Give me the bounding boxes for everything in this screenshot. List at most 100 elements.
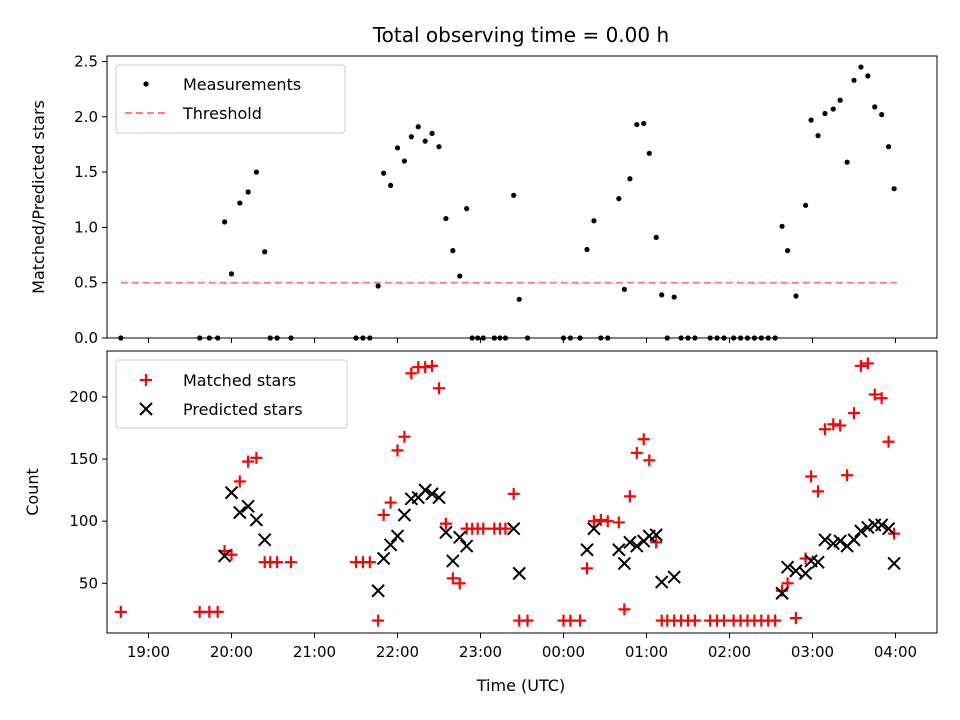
- measurement-point: [381, 170, 387, 176]
- bottom-x-ticks: 19:00 20:00 21:00 22:00 23:00 00:00 01:00 02:00…: [127, 633, 917, 661]
- bottom-x-tick-label: 22:00: [376, 643, 419, 661]
- top-plot-title: Total observing time = 0.00 h: [372, 23, 669, 47]
- bottom-x-tick-label: 21:00: [293, 643, 336, 661]
- predicted-star-point-b: [439, 525, 453, 540]
- predicted-star-point-b: [233, 505, 247, 520]
- matched-star-point: [377, 508, 390, 521]
- measurement-point: [634, 121, 640, 128]
- matched-star-point: [848, 407, 860, 420]
- predicted-star-point-b: [881, 521, 896, 536]
- measurement-point: [641, 120, 647, 127]
- predicted-star-point: [612, 543, 626, 557]
- predicted-star-point: [432, 490, 446, 505]
- measurement-point: [851, 77, 857, 83]
- predicted-star-point: [798, 566, 813, 581]
- measurement-point: [228, 271, 235, 277]
- top-legend: Measurements Threshold: [115, 64, 346, 134]
- predicted-star-point: [506, 521, 521, 536]
- bottom-x-tick-label: 01:00: [625, 643, 668, 661]
- measurement-point: [844, 159, 850, 165]
- matched-star-point: [507, 487, 520, 500]
- bottom-plot: 50 100 150 200 19:00 20:00 21:00 22:00 23:00 00:…: [23, 350, 938, 695]
- matched-star-point: [612, 516, 625, 529]
- measurement-point: [511, 192, 517, 198]
- predicted-star-point: [425, 487, 439, 501]
- bottom-y-tick-label: 50: [79, 574, 98, 592]
- measurement-point: [685, 335, 691, 341]
- predicted-star-point-b: [397, 508, 412, 522]
- matched-star-point: [398, 430, 411, 443]
- matched-star-point: [812, 485, 825, 498]
- matched-star-point: [384, 496, 397, 509]
- measurement-point: [664, 335, 670, 341]
- matched-star-point: [769, 614, 782, 627]
- bottom-x-tick-label: 20:00: [210, 643, 253, 661]
- measurement-point: [731, 335, 737, 341]
- measurement-point: [401, 158, 408, 164]
- predicted-star-point-b: [453, 530, 467, 545]
- predicted-star-point: [649, 528, 663, 542]
- measurement-point: [267, 335, 273, 341]
- measurement-point: [616, 196, 622, 202]
- measurement-point: [785, 248, 791, 254]
- predicted-star-point: [580, 543, 594, 557]
- matched-star-point: [818, 423, 831, 436]
- measurement-point: [772, 335, 778, 341]
- predicted-star-point-b: [506, 521, 521, 536]
- matched-star-point: [630, 446, 643, 459]
- top-legend-box: [115, 64, 346, 134]
- legend-measurements-marker: [143, 81, 149, 87]
- predicted-star-point: [241, 499, 255, 513]
- measurement-point: [707, 335, 713, 341]
- matched-star-point: [499, 522, 512, 535]
- matched-star-point: [834, 419, 847, 432]
- measurement-point: [837, 97, 843, 103]
- measurement-point: [353, 335, 359, 341]
- predicted-star-point: [887, 556, 901, 571]
- matched-star-point: [372, 614, 385, 627]
- measurement-point: [885, 144, 892, 150]
- legend-threshold-label: Threshold: [182, 104, 262, 123]
- predicted-star-point: [418, 483, 432, 497]
- predicted-star-point-b: [630, 539, 644, 553]
- measurement-point: [793, 293, 799, 299]
- measurement-point: [408, 134, 414, 140]
- top-plot-frame: [106, 55, 938, 339]
- predicted-star-point: [397, 508, 412, 522]
- matched-star-point: [623, 490, 636, 503]
- x-axis-label: Time (UTC): [476, 676, 565, 695]
- measurement-point: [779, 223, 785, 229]
- measurement-point: [394, 145, 401, 151]
- predicted-star-point-b: [371, 584, 385, 598]
- measurement-point: [627, 176, 633, 182]
- bottom-x-tick-label: 23:00: [459, 643, 502, 661]
- measurement-point: [237, 200, 243, 206]
- measurement-point: [480, 335, 486, 341]
- predicted-star-point-b: [383, 538, 398, 552]
- measurement-point: [436, 144, 442, 150]
- predicted-star-point-b: [667, 570, 681, 584]
- matched-star-point: [433, 382, 445, 395]
- top-y-tick-label: 2.0: [74, 108, 98, 126]
- matched-star-point: [776, 584, 789, 597]
- predicted-star-point-b: [623, 535, 637, 550]
- predicted-star-point: [376, 551, 391, 566]
- measurement-point: [469, 335, 475, 341]
- predicted-star-point-b: [587, 521, 601, 536]
- predicted-star-point: [874, 518, 889, 532]
- predicted-star-point: [390, 529, 405, 543]
- measurement-point: [567, 335, 574, 341]
- predicted-star-point: [233, 505, 247, 520]
- predicted-star-point: [667, 570, 681, 584]
- legend-predicted-marker: [139, 402, 153, 416]
- measurement-point: [206, 335, 212, 341]
- predicted-star-point: [257, 533, 272, 547]
- measurements-series: [118, 64, 897, 341]
- predicted-star-point-b: [847, 533, 861, 547]
- measurement-point: [375, 283, 381, 289]
- legend-matched-label: Matched stars: [183, 371, 296, 390]
- measurement-point: [274, 335, 280, 341]
- predicted-star-point: [453, 530, 467, 545]
- measurement-point: [443, 215, 449, 222]
- predicted-star-point: [224, 485, 239, 500]
